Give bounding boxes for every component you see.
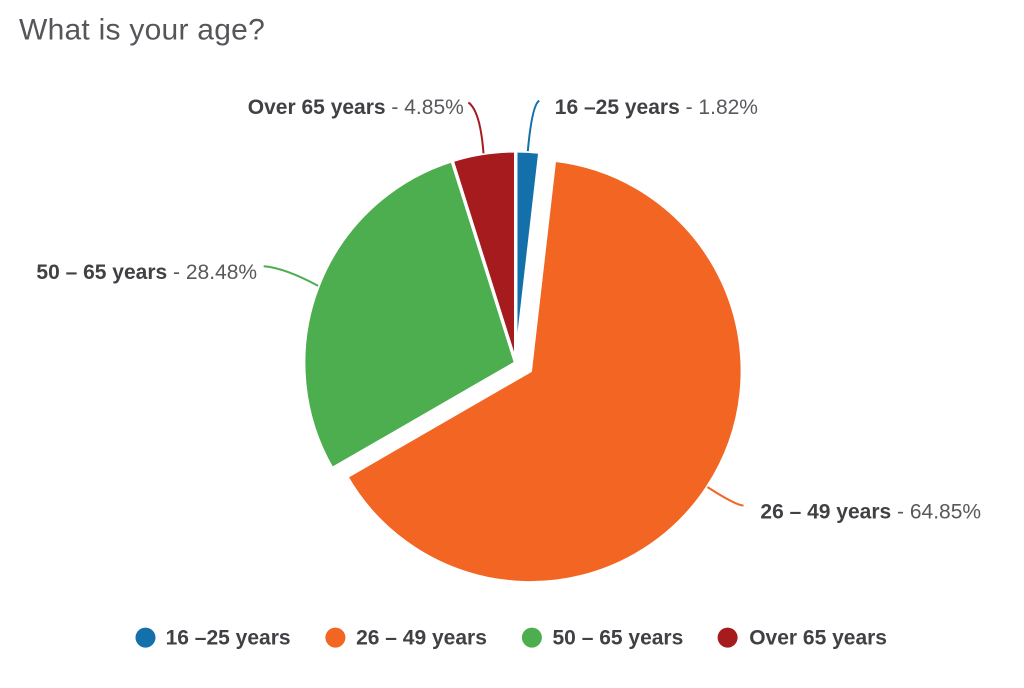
svg-text:26 – 49 years: 26 – 49 years xyxy=(356,626,487,649)
svg-text:What is your age?: What is your age? xyxy=(19,14,265,47)
svg-text:Over 65 years - 4.85%: Over 65 years - 4.85% xyxy=(248,96,464,119)
svg-text:50 – 65 years: 50 – 65 years xyxy=(553,626,684,649)
svg-text:16 –25 years: 16 –25 years xyxy=(166,626,291,649)
svg-text:16 –25 years - 1.82%: 16 –25 years - 1.82% xyxy=(555,96,758,119)
svg-text:26 – 49 years - 64.85%: 26 – 49 years - 64.85% xyxy=(760,500,981,523)
svg-text:Over 65 years: Over 65 years xyxy=(749,626,887,649)
svg-text:50 – 65 years - 28.48%: 50 – 65 years - 28.48% xyxy=(36,261,257,284)
